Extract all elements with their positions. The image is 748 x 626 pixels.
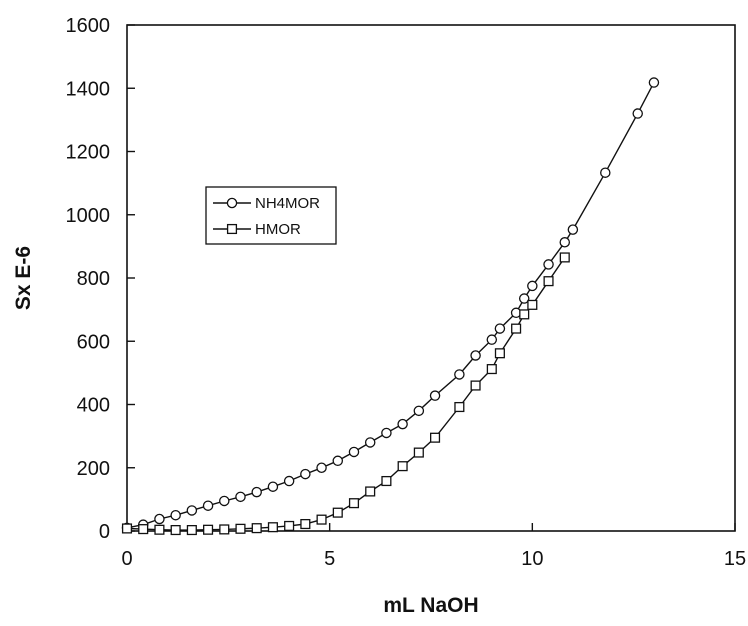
data-point <box>486 334 498 345</box>
series-line <box>126 82 655 529</box>
legend-label: NH4MOR <box>255 195 320 212</box>
data-point <box>284 520 295 531</box>
y-tick-label: 0 <box>99 521 110 543</box>
y-tick-label: 800 <box>77 268 110 290</box>
y-tick-label: 1200 <box>66 142 111 164</box>
data-point <box>121 523 133 534</box>
data-point <box>203 524 214 535</box>
data-point <box>429 390 441 401</box>
data-point <box>300 468 311 480</box>
data-point <box>300 518 311 530</box>
data-point <box>543 259 554 270</box>
series-layer <box>121 77 660 536</box>
series-nh4mor <box>121 77 660 534</box>
data-point <box>316 462 327 473</box>
series-hmor <box>121 252 570 536</box>
data-point <box>219 524 230 535</box>
data-point <box>186 525 197 536</box>
y-tick-label: 1600 <box>66 15 111 37</box>
data-point <box>518 293 530 304</box>
data-point <box>348 498 360 509</box>
x-tick-label: 15 <box>724 548 746 570</box>
series-line <box>126 257 566 531</box>
data-point <box>454 369 465 380</box>
data-point <box>486 364 497 375</box>
x-axis-title: mL NaOH <box>383 594 478 617</box>
data-point <box>397 418 408 430</box>
data-point <box>267 522 278 533</box>
data-point <box>267 481 279 492</box>
data-point <box>365 486 376 497</box>
data-point <box>154 513 165 525</box>
y-tick-labels: 0 200 400 600 800 1000 1200 1400 1600 <box>66 15 111 543</box>
data-point <box>494 323 506 334</box>
data-point <box>470 350 481 361</box>
data-point <box>235 523 246 534</box>
data-point <box>219 495 230 507</box>
data-point <box>632 108 643 119</box>
data-point <box>413 447 424 458</box>
legend-marker <box>226 197 238 209</box>
x-tick-label: 10 <box>521 548 543 570</box>
legend-box <box>205 186 337 245</box>
data-point <box>381 475 392 487</box>
data-point <box>527 280 538 292</box>
data-point <box>648 77 660 88</box>
legend-item-hmor: HMOR <box>213 221 301 238</box>
x-tick-label: 0 <box>121 548 132 570</box>
data-point <box>364 437 376 448</box>
data-point <box>527 299 538 310</box>
y-tick-label: 200 <box>77 458 110 480</box>
data-point <box>397 461 408 472</box>
data-point <box>332 455 344 467</box>
data-point <box>348 446 360 458</box>
data-point <box>413 405 425 417</box>
data-point <box>470 380 481 391</box>
data-point <box>567 224 579 235</box>
data-point <box>454 401 465 413</box>
data-point <box>235 491 246 503</box>
data-point <box>430 432 441 443</box>
legend-marker <box>226 223 238 235</box>
data-point <box>251 486 262 498</box>
data-point <box>559 237 571 248</box>
data-point <box>519 309 530 320</box>
data-point <box>332 507 343 518</box>
data-point <box>138 524 149 535</box>
y-axis-title: Sx E-6 <box>12 246 35 310</box>
data-point <box>511 323 522 334</box>
y-tick-label: 600 <box>77 331 110 353</box>
data-point <box>202 500 214 511</box>
legend-label: HMOR <box>255 221 301 238</box>
x-tick-labels: 0 5 10 15 <box>121 548 746 570</box>
y-tick-label: 1400 <box>66 78 111 100</box>
y-tick-label: 1000 <box>66 205 111 227</box>
data-point <box>494 348 505 359</box>
legend-item-nh4mor: NH4MOR <box>213 195 320 212</box>
data-point <box>170 509 181 521</box>
data-point <box>316 514 327 525</box>
data-point <box>600 167 611 178</box>
data-point <box>283 475 295 487</box>
data-point <box>543 276 554 287</box>
y-tick-label: 400 <box>77 395 110 417</box>
data-point <box>559 252 570 263</box>
data-point <box>170 525 181 536</box>
legend: NH4MOR HMOR <box>205 186 337 245</box>
x-tick-label: 5 <box>324 548 335 570</box>
data-point <box>186 505 198 516</box>
data-point <box>251 523 262 534</box>
data-point <box>154 524 165 535</box>
data-point <box>381 427 392 439</box>
